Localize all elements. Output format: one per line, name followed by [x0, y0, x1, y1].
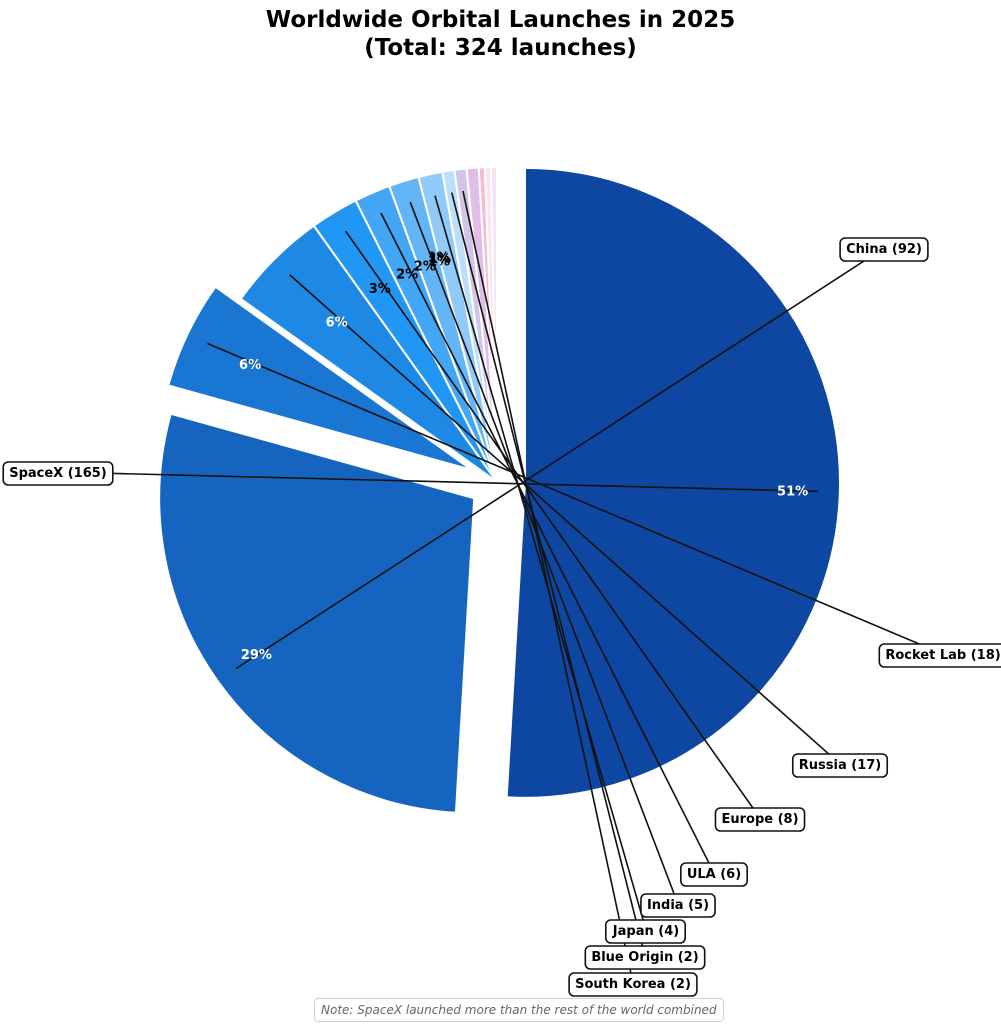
slice-label-box	[2, 461, 114, 486]
slice-label-text: Blue Origin (2)	[591, 950, 698, 965]
slice-label-text: Japan (4)	[612, 924, 679, 939]
pie-slice	[167, 285, 473, 471]
slice-label-box	[680, 862, 748, 887]
chart-subtitle: (Total: 324 launches)	[364, 35, 637, 61]
slice-label-box	[604, 919, 687, 944]
chart-note: Note: SpaceX launched more than the rest…	[314, 998, 724, 1022]
chart-title: Worldwide Orbital Launches in 2025	[265, 7, 736, 33]
slice-label-text: South Korea (2)	[575, 977, 691, 992]
pie-slice	[505, 166, 841, 799]
leader-lines	[57, 190, 944, 984]
leader-line	[434, 195, 647, 931]
leader-line	[450, 192, 646, 957]
slice-label: South Korea (2)	[568, 972, 698, 997]
percent-labels: 51%29%6%6%3%2%2%1%1%1%	[239, 251, 808, 663]
percent-label: 3%	[369, 282, 391, 297]
slice-labels: SpaceX (165) China (92) Rocket Lab (18) Rus…	[2, 237, 1001, 997]
pie-slice	[489, 165, 498, 483]
leader-line	[289, 274, 841, 765]
leader-line	[380, 212, 715, 874]
slice-label-box	[640, 893, 716, 918]
slice-label-text: SpaceX (165)	[9, 466, 107, 481]
percent-label: 1%	[428, 254, 450, 269]
percent-label: 1%	[428, 251, 450, 266]
slice-label-text: Russia (17)	[799, 758, 881, 773]
percent-label: 51%	[777, 485, 808, 500]
slice-label-text: Rocket Lab (18)	[885, 648, 1000, 663]
percent-label: 29%	[241, 648, 272, 663]
slice-label: SpaceX (165)	[2, 461, 114, 486]
leader-line	[344, 230, 761, 819]
slice-label: Rocket Lab (18)	[878, 643, 1001, 668]
leader-line	[57, 471, 818, 493]
percent-label: 6%	[239, 358, 261, 373]
slice-label-box	[878, 643, 1001, 668]
slice-label: Europe (8)	[714, 807, 806, 832]
slice-label: Japan (4)	[604, 919, 687, 944]
pie-slices	[158, 165, 841, 814]
percent-label: 1%	[429, 252, 451, 267]
slice-label-text: China (92)	[846, 242, 922, 257]
slice-label: India (5)	[640, 893, 716, 918]
leader-line	[409, 201, 679, 905]
slice-label-text: Europe (8)	[721, 812, 798, 827]
leader-line	[462, 190, 634, 984]
leader-line	[235, 247, 885, 670]
percent-label: 2%	[396, 268, 418, 283]
slice-label: Blue Origin (2)	[584, 945, 706, 970]
slice-label: China (92)	[839, 237, 929, 262]
chart-title-block: Worldwide Orbital Launches in 2025 (Tota…	[0, 6, 1001, 62]
slice-label-box	[584, 945, 706, 970]
slice-label-box	[839, 237, 929, 262]
slice-label-box	[568, 972, 698, 997]
pie-slice	[158, 412, 476, 814]
slice-label: ULA (6)	[680, 862, 748, 887]
leader-line	[207, 342, 944, 655]
percent-label: 2%	[414, 259, 436, 274]
slice-label-box	[791, 753, 889, 778]
slice-label: Russia (17)	[791, 753, 889, 778]
percent-label: 6%	[326, 316, 348, 331]
slice-label-text: ULA (6)	[687, 867, 741, 882]
slice-label-text: India (5)	[647, 898, 709, 913]
slice-label-box	[714, 807, 806, 832]
